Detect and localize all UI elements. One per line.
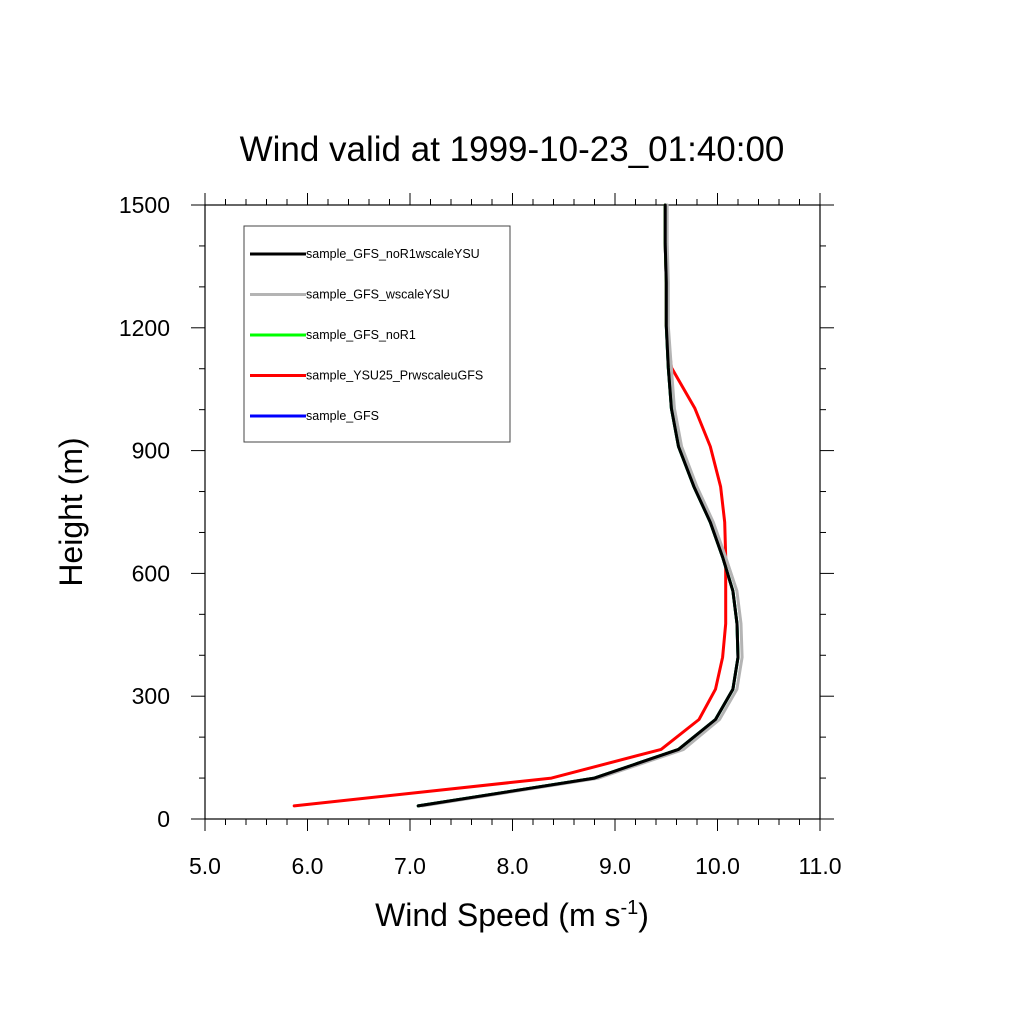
legend-label: sample_GFS_wscaleYSU (306, 288, 450, 302)
x-axis-label: Wind Speed (m s-1) (375, 897, 649, 933)
x-tick-label: 11.0 (798, 853, 841, 879)
x-tick-label: 5.0 (189, 853, 221, 879)
y-tick-label: 900 (132, 438, 170, 464)
x-axis-label-suffix: ) (638, 897, 649, 933)
x-tick-label: 10.0 (695, 853, 740, 879)
x-axis-label-main: Wind Speed (m s (375, 897, 620, 933)
x-tick-label: 9.0 (599, 853, 631, 879)
x-axis-label-superscript: -1 (620, 897, 638, 919)
y-tick-label: 1200 (119, 315, 170, 341)
legend-label: sample_GFS_noR1wscaleYSU (306, 247, 480, 261)
y-tick-label: 0 (157, 806, 170, 832)
series-lines (292, 203, 744, 808)
series-line-sample-gfs-wscaleysu (420, 203, 744, 808)
x-tick-label: 8.0 (497, 853, 529, 879)
chart-title: Wind valid at 1999-10-23_01:40:00 (240, 130, 785, 169)
series-line-sample-gfs-nor1wscaleysu (416, 203, 740, 808)
x-tick-label: 6.0 (292, 853, 324, 879)
legend: sample_GFS_noR1wscaleYSU sample_GFS_wscal… (243, 225, 511, 443)
tick-labels: 5.0 6.0 7.0 8.0 9.0 10.0 11.0 0 300 600 900 1200 150… (119, 192, 842, 879)
legend-label: sample_YSU25_PrwscaleuGFS (306, 369, 483, 383)
legend-label: sample_GFS_noR1 (306, 328, 416, 342)
y-axis-label: Height (m) (53, 437, 89, 586)
y-tick-label: 300 (132, 683, 170, 709)
legend-entries: sample_GFS_noR1wscaleYSU sample_GFS_wscal… (250, 247, 483, 423)
axis-ticks (191, 193, 834, 831)
x-tick-label: 7.0 (394, 853, 426, 879)
y-tick-label: 600 (132, 560, 170, 586)
legend-label: sample_GFS (306, 409, 379, 423)
y-tick-label: 1500 (119, 192, 170, 218)
